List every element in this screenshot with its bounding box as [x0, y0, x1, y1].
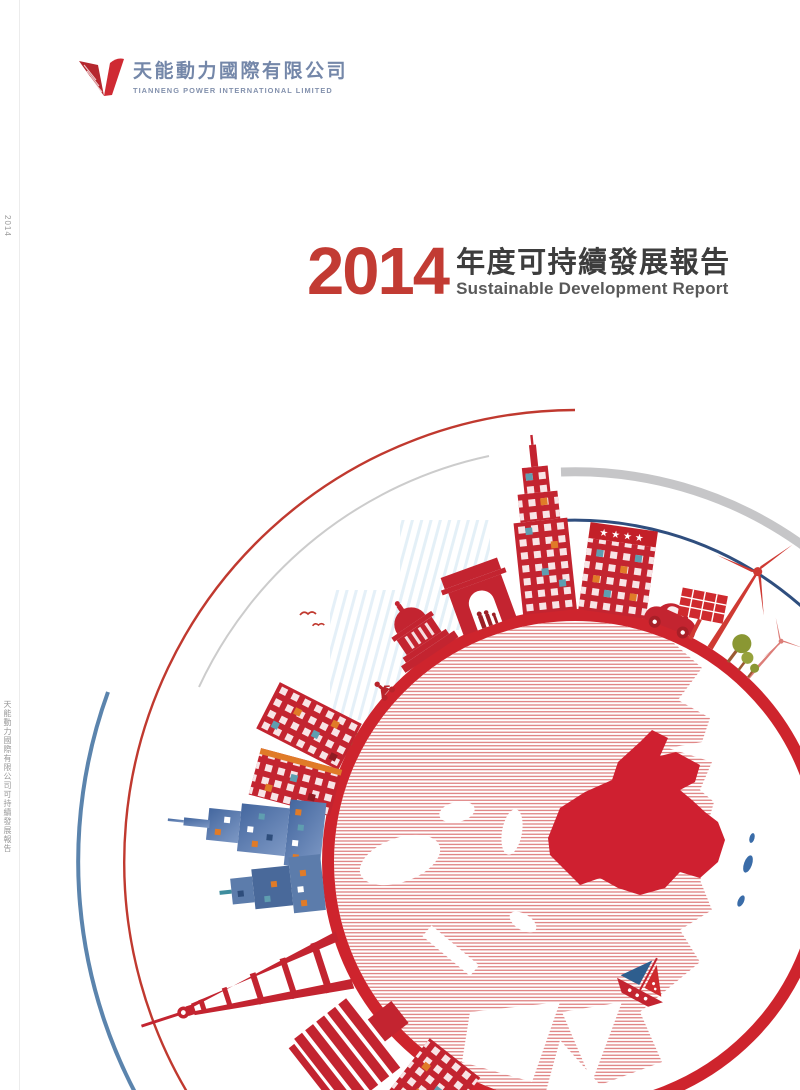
- city-slab-building: [256, 682, 362, 771]
- wind-turbine: [707, 544, 793, 650]
- blue-tower: [219, 854, 326, 914]
- sea-areas: [359, 801, 622, 1082]
- family-silhouette: [476, 610, 499, 629]
- solar-panel: [677, 587, 728, 640]
- report-year: 2014: [307, 234, 450, 309]
- colored-windows: [525, 473, 567, 587]
- globe: [322, 609, 800, 1090]
- scooter-rider: [374, 681, 396, 701]
- company-name-zh: 天能動力國際有限公司: [133, 61, 349, 82]
- spine-text-top: 2014: [3, 215, 12, 237]
- logo-v-icon: [79, 58, 124, 96]
- navy-arc: [550, 518, 800, 608]
- louver-building: [288, 998, 409, 1090]
- china-map: [548, 730, 725, 895]
- sailboat: [617, 957, 663, 1007]
- skyscraper: [513, 434, 577, 615]
- hotel-building: ★★★★: [578, 522, 658, 619]
- company-logo: 天能動力國際有限公司 TIANNENG POWER INTERNATIONAL …: [76, 56, 348, 102]
- company-name-en: TIANNENG POWER INTERNATIONAL LIMITED: [133, 85, 333, 95]
- colored-windows: [214, 808, 305, 861]
- colored-windows: [237, 869, 308, 907]
- arch-monument: [440, 557, 517, 636]
- thin-gray-arc: [198, 455, 490, 688]
- trees-right: [726, 634, 760, 678]
- window-building: [381, 1038, 481, 1090]
- colored-windows: [413, 1061, 443, 1090]
- spine-crease: [19, 0, 20, 1090]
- thick-gray-arc: [560, 467, 800, 549]
- islands: [737, 833, 755, 907]
- report-title-en: Sustainable Development Report: [456, 279, 729, 299]
- colored-windows: [592, 549, 643, 602]
- radio-tower: [141, 931, 355, 1028]
- empire-tower: [167, 799, 327, 869]
- thin-red-arc: [123, 408, 576, 1090]
- dome-building: [391, 601, 459, 673]
- background-arcs: [76, 408, 800, 1090]
- city-slab-building: [248, 748, 343, 817]
- spine-text-bottom: 天能動力國際有限公司可持續發展報告: [3, 700, 12, 853]
- blue-arc: [76, 691, 137, 1090]
- report-title: 2014 年度可持續發展報告 Sustainable Development R…: [307, 234, 731, 309]
- birds: [299, 611, 325, 627]
- report-title-zh: 年度可持續發展報告: [456, 246, 731, 279]
